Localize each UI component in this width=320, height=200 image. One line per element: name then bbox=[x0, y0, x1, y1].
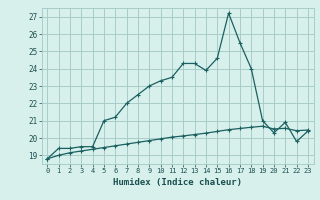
X-axis label: Humidex (Indice chaleur): Humidex (Indice chaleur) bbox=[113, 178, 242, 187]
